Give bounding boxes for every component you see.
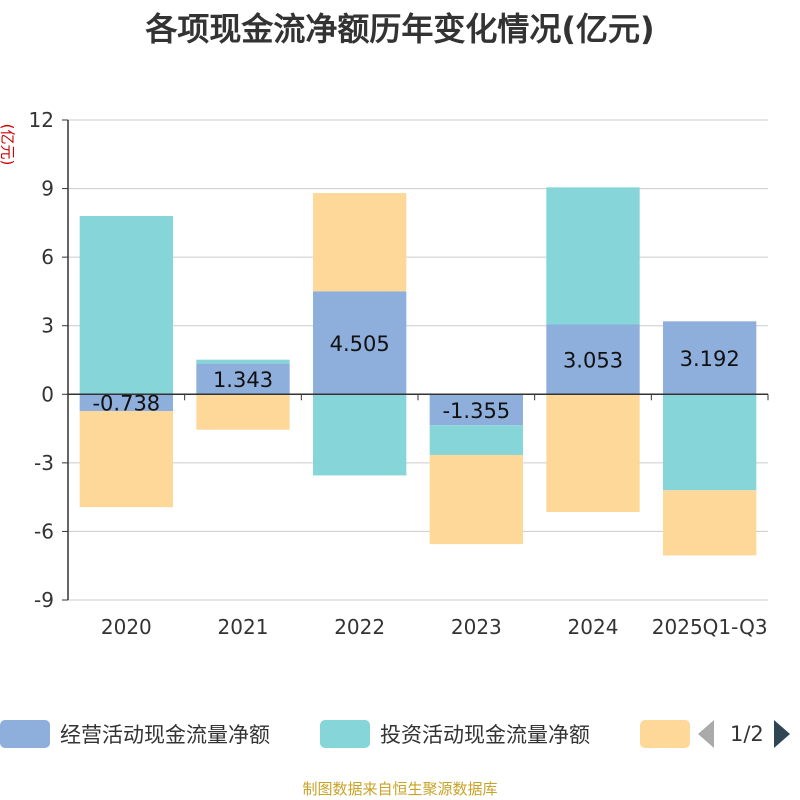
bar-segment <box>546 187 640 325</box>
bar-value-label: 4.505 <box>330 332 390 356</box>
bar-segment <box>313 394 407 476</box>
bar-value-label: 3.053 <box>563 348 623 372</box>
y-tick-label: 9 <box>41 177 54 201</box>
y-tick-label: -3 <box>34 451 54 475</box>
bar-segment <box>663 394 757 491</box>
x-category-label: 2022 <box>334 615 385 639</box>
bar-segment <box>313 193 407 292</box>
bar-segment <box>663 490 757 556</box>
bar-segment <box>196 394 290 430</box>
bar-segment <box>429 425 523 455</box>
legend-prev-page-icon[interactable] <box>698 720 714 748</box>
bar-segment <box>196 359 290 364</box>
legend-pager: 1/2 <box>698 716 790 752</box>
bar-segment <box>79 411 173 508</box>
bar-segment <box>429 394 523 426</box>
y-tick-label: 0 <box>41 382 54 406</box>
y-tick-label: 12 <box>29 108 54 132</box>
x-category-label: 2025Q1-Q3 <box>652 615 768 639</box>
legend-next-page-icon[interactable] <box>773 720 790 748</box>
bar-segment <box>546 324 640 395</box>
bar-value-label: 3.192 <box>680 347 740 371</box>
y-tick-label: 3 <box>41 314 54 338</box>
y-tick-label: -6 <box>34 519 54 543</box>
legend-item-financing[interactable] <box>640 716 700 752</box>
y-tick-label: 6 <box>41 245 54 269</box>
bar-segment <box>79 216 173 395</box>
legend-swatch-investing <box>320 720 370 748</box>
stacked-bar-chart: -9 -6 -3 0 3 6 9 12 2020 2021 2022 2023 2024 2025Q1-Q… <box>29 108 769 639</box>
chart-title: 各项现金流净额历年变化情况(亿元) <box>145 10 655 48</box>
bar-segment <box>663 321 757 395</box>
bar-segment <box>313 291 407 395</box>
bar-segment <box>546 394 640 512</box>
bar-segment <box>429 454 523 545</box>
legend-label-operating: 经营活动现金流量净额 <box>60 723 270 747</box>
bar-value-label: -1.355 <box>442 399 510 423</box>
x-category-label: 2020 <box>101 615 152 639</box>
x-category-label: 2023 <box>451 615 502 639</box>
legend-page-indicator: 1/2 <box>730 722 764 746</box>
legend-swatch-financing <box>640 720 690 748</box>
legend-item-investing[interactable]: 投资活动现金流量净额 <box>320 716 590 752</box>
x-category-label: 2021 <box>218 615 269 639</box>
bar-segment <box>196 363 290 395</box>
legend-label-investing: 投资活动现金流量净额 <box>380 723 590 747</box>
legend-item-operating[interactable]: 经营活动现金流量净额 <box>0 716 270 752</box>
y-tick-label: -9 <box>34 588 54 612</box>
data-source-note: 制图数据来自恒生聚源数据库 <box>302 780 498 798</box>
legend-swatch-operating <box>0 720 50 748</box>
x-category-label: 2024 <box>568 615 619 639</box>
legend: 经营活动现金流量净额 投资活动现金流量净额 <box>0 716 800 752</box>
bar-segment <box>79 394 173 412</box>
bar-value-label: -0.738 <box>92 392 160 416</box>
bar-value-label: 1.343 <box>213 368 273 392</box>
